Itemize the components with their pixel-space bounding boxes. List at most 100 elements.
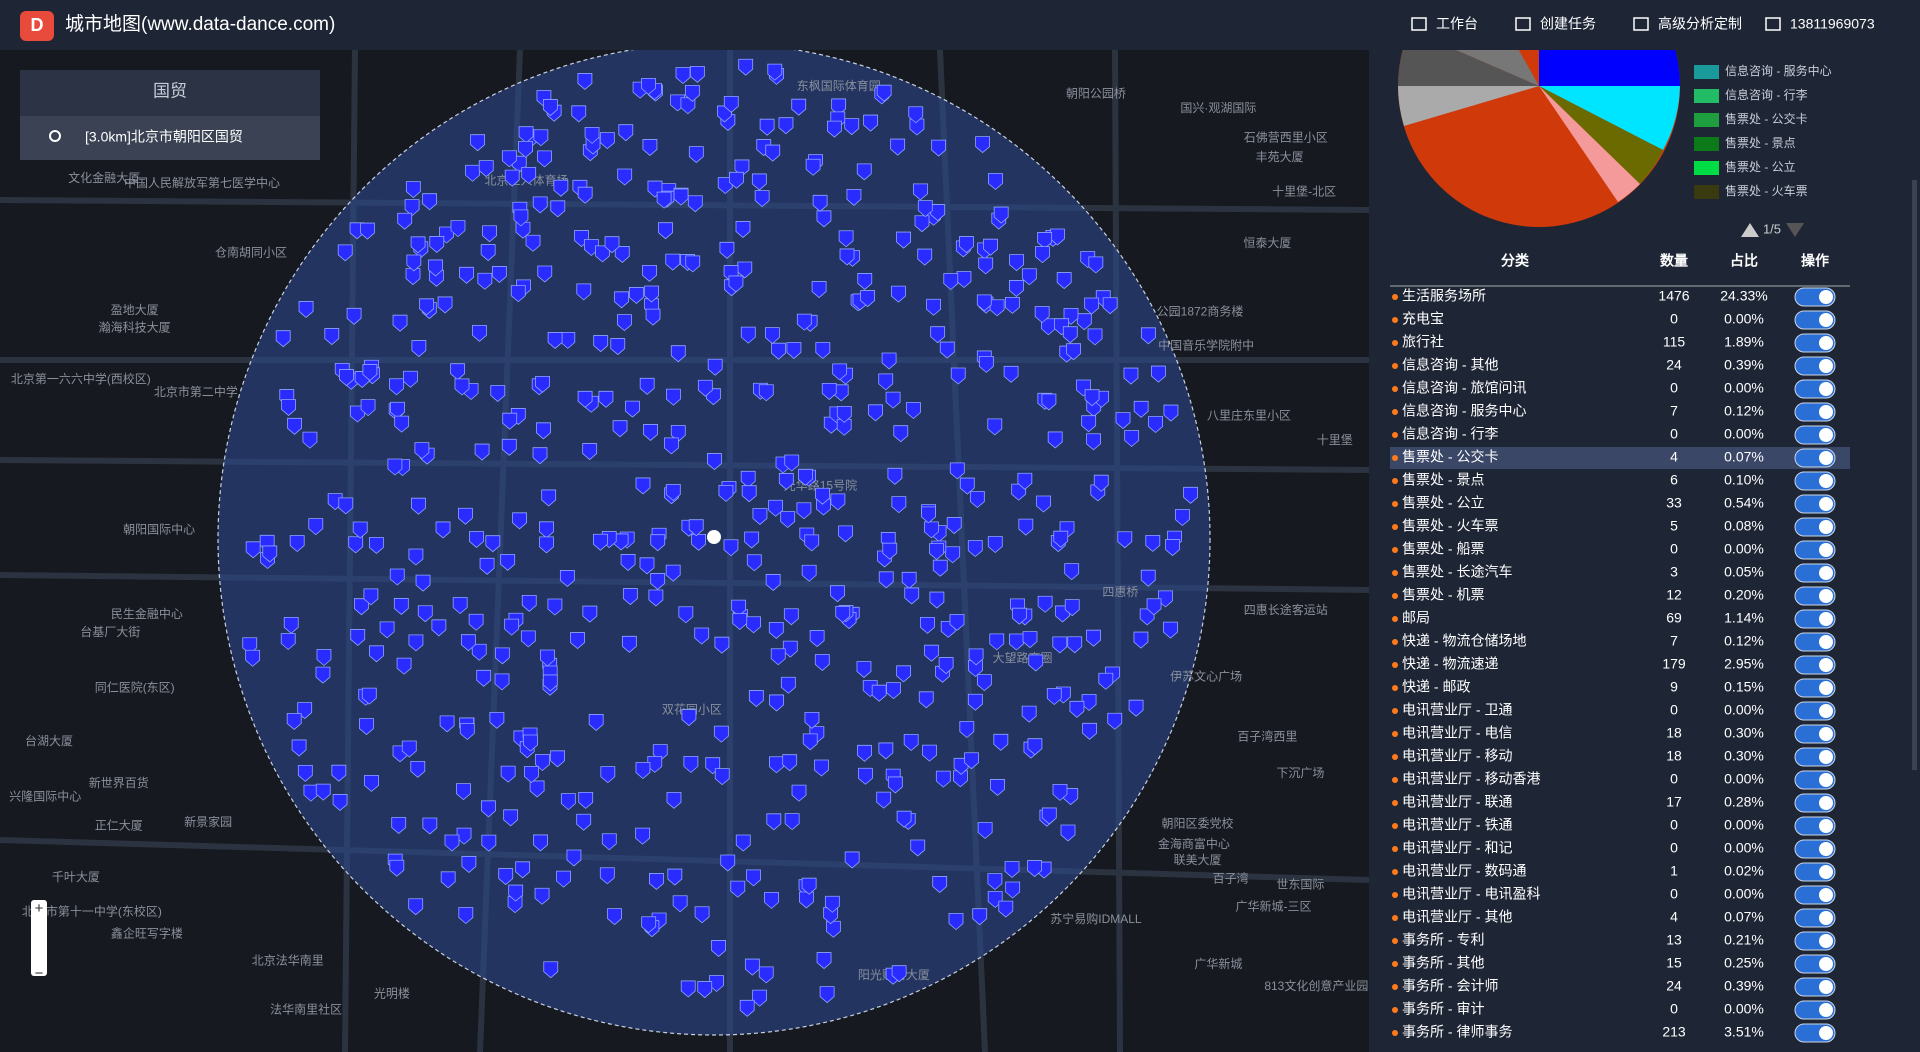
poi-marker[interactable] xyxy=(440,871,456,889)
poi-marker[interactable] xyxy=(504,618,520,636)
poi-marker[interactable] xyxy=(687,195,703,213)
poi-marker[interactable] xyxy=(331,764,347,782)
poi-marker[interactable] xyxy=(417,605,433,623)
poi-marker[interactable] xyxy=(959,721,975,739)
poi-marker[interactable] xyxy=(465,164,480,182)
poi-marker[interactable] xyxy=(988,173,1003,191)
poi-marker[interactable] xyxy=(1163,404,1179,422)
poi-marker[interactable] xyxy=(338,497,354,515)
poi-marker[interactable] xyxy=(1081,415,1097,433)
poi-marker[interactable] xyxy=(405,181,421,199)
poi-marker[interactable] xyxy=(359,718,374,736)
poi-marker[interactable] xyxy=(339,369,354,387)
search-result[interactable] xyxy=(20,116,320,160)
poi-marker[interactable] xyxy=(769,756,784,774)
poi-marker[interactable] xyxy=(1084,297,1100,315)
poi-marker[interactable] xyxy=(805,158,821,176)
poi-marker[interactable] xyxy=(860,290,876,308)
poi-marker[interactable] xyxy=(688,146,704,164)
poi-marker[interactable] xyxy=(476,669,492,687)
poi-marker[interactable] xyxy=(515,221,531,239)
poi-marker[interactable] xyxy=(691,533,706,551)
poi-marker[interactable] xyxy=(1022,631,1038,649)
poi-marker[interactable] xyxy=(535,375,550,393)
poi-marker[interactable] xyxy=(868,404,883,422)
poi-marker[interactable] xyxy=(529,780,545,798)
poi-marker[interactable] xyxy=(550,200,566,218)
poi-marker[interactable] xyxy=(836,406,852,423)
poi-marker[interactable] xyxy=(553,179,569,197)
poi-marker[interactable] xyxy=(1004,861,1020,879)
poi-marker[interactable] xyxy=(1145,535,1161,552)
poi-marker[interactable] xyxy=(332,794,348,811)
poi-marker[interactable] xyxy=(404,199,420,217)
poi-marker[interactable] xyxy=(471,643,487,661)
poi-marker[interactable] xyxy=(778,473,794,490)
poi-marker[interactable] xyxy=(650,573,666,590)
poi-marker[interactable] xyxy=(856,661,872,678)
poi-marker[interactable] xyxy=(1062,326,1078,344)
poi-marker[interactable] xyxy=(752,989,768,1007)
poi-marker[interactable] xyxy=(491,266,507,283)
poi-marker[interactable] xyxy=(454,378,470,396)
poi-marker[interactable] xyxy=(769,694,784,712)
poi-marker[interactable] xyxy=(697,981,713,999)
poi-marker[interactable] xyxy=(604,236,620,254)
poi-marker[interactable] xyxy=(1027,860,1042,878)
poi-marker[interactable] xyxy=(1035,246,1050,264)
page-up[interactable] xyxy=(1741,223,1759,237)
poi-marker[interactable] xyxy=(614,246,630,263)
poi-marker[interactable] xyxy=(670,345,686,363)
poi-marker[interactable] xyxy=(566,849,582,867)
poi-marker[interactable] xyxy=(411,497,426,515)
poi-marker[interactable] xyxy=(685,255,701,273)
poi-marker[interactable] xyxy=(489,711,505,729)
poi-marker[interactable] xyxy=(1151,365,1166,383)
poi-marker[interactable] xyxy=(287,417,302,435)
poi-marker[interactable] xyxy=(610,338,626,356)
poi-marker[interactable] xyxy=(1027,738,1043,756)
poi-marker[interactable] xyxy=(577,73,593,90)
poi-marker[interactable] xyxy=(930,326,946,344)
poi-marker[interactable] xyxy=(838,525,853,543)
poi-marker[interactable] xyxy=(858,767,873,785)
poi-marker[interactable] xyxy=(938,657,954,675)
poi-marker[interactable] xyxy=(816,952,832,970)
poi-marker[interactable] xyxy=(764,327,780,345)
poi-marker[interactable] xyxy=(297,764,313,782)
poi-marker[interactable] xyxy=(1163,621,1178,639)
poi-marker[interactable] xyxy=(523,734,538,752)
poi-marker[interactable] xyxy=(786,342,802,359)
poi-marker[interactable] xyxy=(641,916,657,934)
poi-marker[interactable] xyxy=(714,768,730,786)
poi-marker[interactable] xyxy=(635,762,651,780)
poi-marker[interactable] xyxy=(456,783,471,801)
poi-marker[interactable] xyxy=(415,574,431,592)
poi-marker[interactable] xyxy=(481,834,497,852)
poi-marker[interactable] xyxy=(541,489,557,507)
poi-marker[interactable] xyxy=(976,294,992,312)
poi-marker[interactable] xyxy=(784,454,800,472)
poi-marker[interactable] xyxy=(665,253,681,271)
poi-marker[interactable] xyxy=(547,332,563,349)
poi-marker[interactable] xyxy=(694,906,710,924)
poi-marker[interactable] xyxy=(931,139,947,157)
poi-marker[interactable] xyxy=(1088,256,1104,274)
poi-marker[interactable] xyxy=(641,77,656,95)
poi-marker[interactable] xyxy=(468,613,484,631)
poi-marker[interactable] xyxy=(922,744,937,762)
poi-marker[interactable] xyxy=(1123,367,1139,385)
poi-marker[interactable] xyxy=(906,402,921,420)
poi-marker[interactable] xyxy=(713,725,729,743)
poi-marker[interactable] xyxy=(1053,530,1069,548)
poi-marker[interactable] xyxy=(893,425,909,443)
poi-marker[interactable] xyxy=(917,248,933,266)
poi-marker[interactable] xyxy=(738,58,754,76)
poi-marker[interactable] xyxy=(450,220,466,238)
poi-marker[interactable] xyxy=(978,257,994,275)
poi-marker[interactable] xyxy=(280,633,296,651)
poi-marker[interactable] xyxy=(824,895,840,913)
poi-marker[interactable] xyxy=(614,291,629,309)
poi-marker[interactable] xyxy=(924,644,939,662)
poi-marker[interactable] xyxy=(697,379,713,397)
